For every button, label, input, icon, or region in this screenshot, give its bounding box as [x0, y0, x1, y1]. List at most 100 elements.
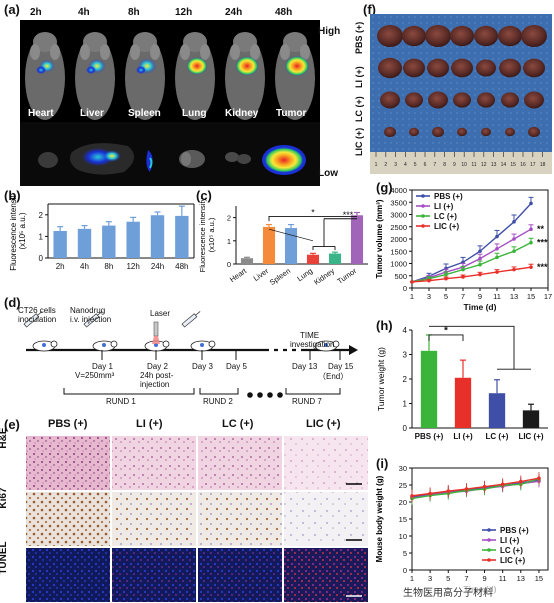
tick-label: 2	[403, 375, 408, 384]
he-image-li	[112, 436, 196, 490]
significance-mark: ***	[469, 322, 481, 328]
he-image-lc	[198, 436, 282, 490]
bar	[77, 228, 92, 258]
label-post-injection: 24h post- injection	[140, 371, 174, 389]
mouse-head	[83, 32, 107, 52]
mouse-image	[25, 32, 65, 120]
bar	[488, 393, 506, 428]
mouse-icon	[92, 340, 118, 352]
timepoint-label: 8h	[128, 7, 140, 18]
data-point	[512, 220, 516, 224]
data-point	[410, 494, 414, 498]
ruler-label: 4	[404, 162, 407, 168]
tumor-photo: 1 2 3 4 5 6 7 8 9 10 11 12 13 14 15 16 17 18	[370, 14, 552, 174]
imaging-svg	[20, 32, 331, 186]
mouse-image	[125, 32, 165, 120]
syringe-icon	[23, 311, 43, 328]
series-line	[411, 477, 540, 497]
category-label: 2h	[56, 262, 65, 271]
legend-label: LI (+)	[434, 202, 454, 211]
tumor-specimen	[377, 24, 403, 48]
tumor-row-labels: PBS (+) LI (+) LC (+) LIC (+)	[352, 14, 370, 156]
y-axis-label: Tumor volume (mm³)	[375, 199, 384, 278]
bar	[175, 215, 189, 258]
label-injection: Nanodrug i.v. injection	[70, 306, 112, 324]
ruler-label: 9	[453, 162, 456, 168]
significance-mark: *	[444, 326, 448, 337]
y-axis-label: Mouse body weight (g)	[375, 475, 384, 562]
chart-i: 05101520253013579111315Time (d)Mouse bod…	[375, 464, 549, 594]
mouse-arm	[300, 44, 310, 60]
ruler-label: 2	[384, 162, 387, 168]
tunel-image-pbs	[26, 548, 110, 602]
data-point	[529, 227, 533, 231]
organ-kidney	[225, 152, 251, 164]
ruler-label: 13	[491, 162, 497, 168]
tumor-row-label: PBS (+)	[354, 21, 364, 54]
timeline-arrowhead	[349, 345, 358, 355]
mouse-arm	[30, 44, 40, 60]
round-bracket	[285, 388, 341, 395]
ruler-label: 1	[375, 162, 378, 168]
y-axis-label: Fluorescence intensity	[9, 196, 18, 271]
tumor-row-label: LIC (+)	[354, 127, 364, 156]
tick-label: 11	[493, 292, 501, 301]
ruler-label: 17	[530, 162, 536, 168]
histology-grid	[26, 436, 368, 602]
significance-mark: **	[537, 224, 545, 234]
tick-label: 9	[482, 574, 486, 583]
tumor-specimen	[499, 58, 521, 78]
ellipsis-dot	[247, 392, 253, 398]
tumor-specimen	[501, 92, 519, 108]
data-point	[512, 249, 516, 254]
significance-bracket	[429, 325, 515, 370]
tick-label: 15	[399, 515, 407, 524]
tick-label: 3500	[390, 198, 407, 207]
data-point	[512, 267, 516, 272]
mouse-arm	[180, 44, 190, 60]
organ-label: Heart	[28, 108, 54, 119]
bar	[350, 215, 364, 264]
data-point	[512, 237, 516, 241]
tick-label: 2500	[390, 223, 407, 232]
data-point	[478, 262, 482, 267]
mouse-arm	[130, 44, 140, 60]
label-laser: Laser	[150, 309, 171, 318]
organ-labels: Heart Liver Spleen Lung Kidney Tumor	[20, 108, 320, 122]
ki67-row	[26, 492, 368, 546]
mouse-head	[133, 32, 157, 52]
tick-label: 25	[399, 481, 407, 490]
histology-row-labels: H&E Ki67 TUNEL	[0, 427, 24, 601]
tumor-specimen	[505, 127, 515, 137]
fluorescence-spot	[36, 66, 46, 74]
schedule-diagram	[23, 311, 358, 398]
ellipsis-dot	[257, 392, 263, 398]
tumor-specimen	[425, 24, 451, 48]
data-point	[529, 201, 533, 206]
data-point	[519, 479, 523, 484]
ruler-label: 3	[394, 162, 397, 168]
tick-label: 9	[478, 292, 482, 301]
category-label: 12h	[126, 262, 139, 271]
tick-label: 0	[39, 254, 44, 263]
legend-marker	[421, 204, 425, 208]
tick-label: 0	[403, 566, 407, 575]
tick-label: 15	[527, 292, 535, 301]
ellipsis-dot	[267, 392, 273, 398]
he-image-pbs	[26, 436, 110, 490]
watermark: 生物医用高分子材料	[400, 584, 496, 599]
label-rund1: RUND 1	[106, 397, 136, 406]
tumor-specimen	[524, 91, 544, 109]
syringe-icon	[83, 311, 103, 328]
tick-label: 1	[227, 237, 231, 246]
tumor-specimen	[481, 127, 491, 137]
tumor-specimen	[384, 126, 396, 138]
tumor-specimen	[453, 92, 471, 108]
legend-label: LIC (+)	[500, 556, 525, 565]
bar	[284, 228, 298, 264]
legend-label: LIC (+)	[434, 222, 459, 231]
panel-label-h: (h)	[376, 318, 393, 333]
panel-label-f: (f)	[363, 2, 376, 17]
fluorescence-spot	[285, 56, 309, 76]
